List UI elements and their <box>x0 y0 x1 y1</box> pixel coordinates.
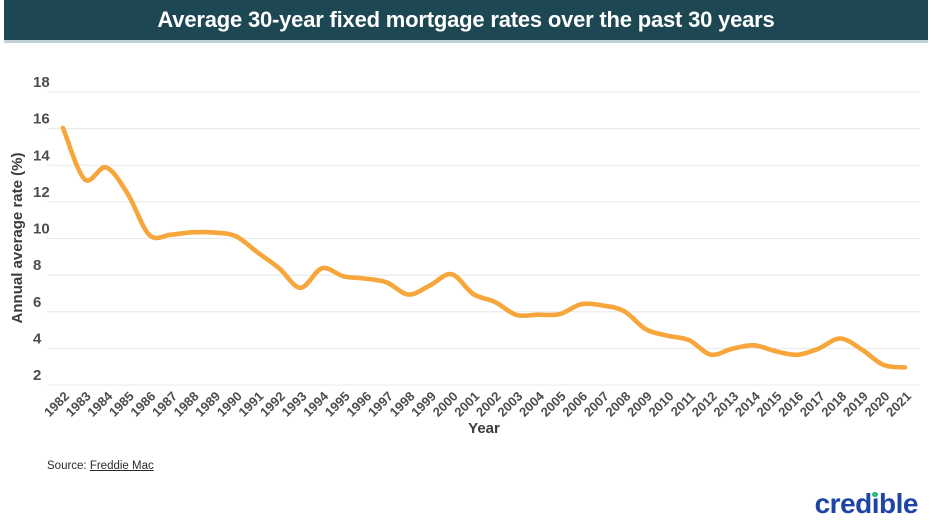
y-tick-label: 10 <box>33 221 50 238</box>
y-tick-label: 4 <box>33 330 42 347</box>
y-tick-label: 8 <box>33 257 41 274</box>
y-tick-label: 12 <box>33 184 50 201</box>
x-axis-title: Year <box>468 420 500 437</box>
title-bar: Average 30-year fixed mortgage rates ove… <box>4 0 928 43</box>
logo-text-post: ble <box>879 488 918 519</box>
logo-letter-i: ı <box>871 488 880 519</box>
logo-i-dot-accent <box>872 491 878 497</box>
y-tick-label: 18 <box>33 74 50 91</box>
credible-logo: credı ble <box>814 488 919 519</box>
page-title: Average 30-year fixed mortgage rates ove… <box>157 7 775 32</box>
logo-text-pre: cred <box>814 488 873 519</box>
rate-line <box>60 125 908 370</box>
source-label: Source: <box>47 460 90 472</box>
y-tick-label: 6 <box>33 294 41 311</box>
y-tick-label: 14 <box>33 147 50 164</box>
y-tick-label: 2 <box>33 367 41 384</box>
source-link[interactable]: Freddie Mac <box>89 460 154 472</box>
logo-i-stem: ı <box>871 488 880 519</box>
mortgage-rate-chart: 1816141210864219821983198419851986198719… <box>9 74 920 437</box>
y-axis-title: Annual average rate (%) <box>9 153 26 324</box>
source-line: Source: Freddie Mac <box>47 460 154 472</box>
y-tick-label: 16 <box>33 111 50 128</box>
x-tick-label: 2021 <box>883 389 914 420</box>
